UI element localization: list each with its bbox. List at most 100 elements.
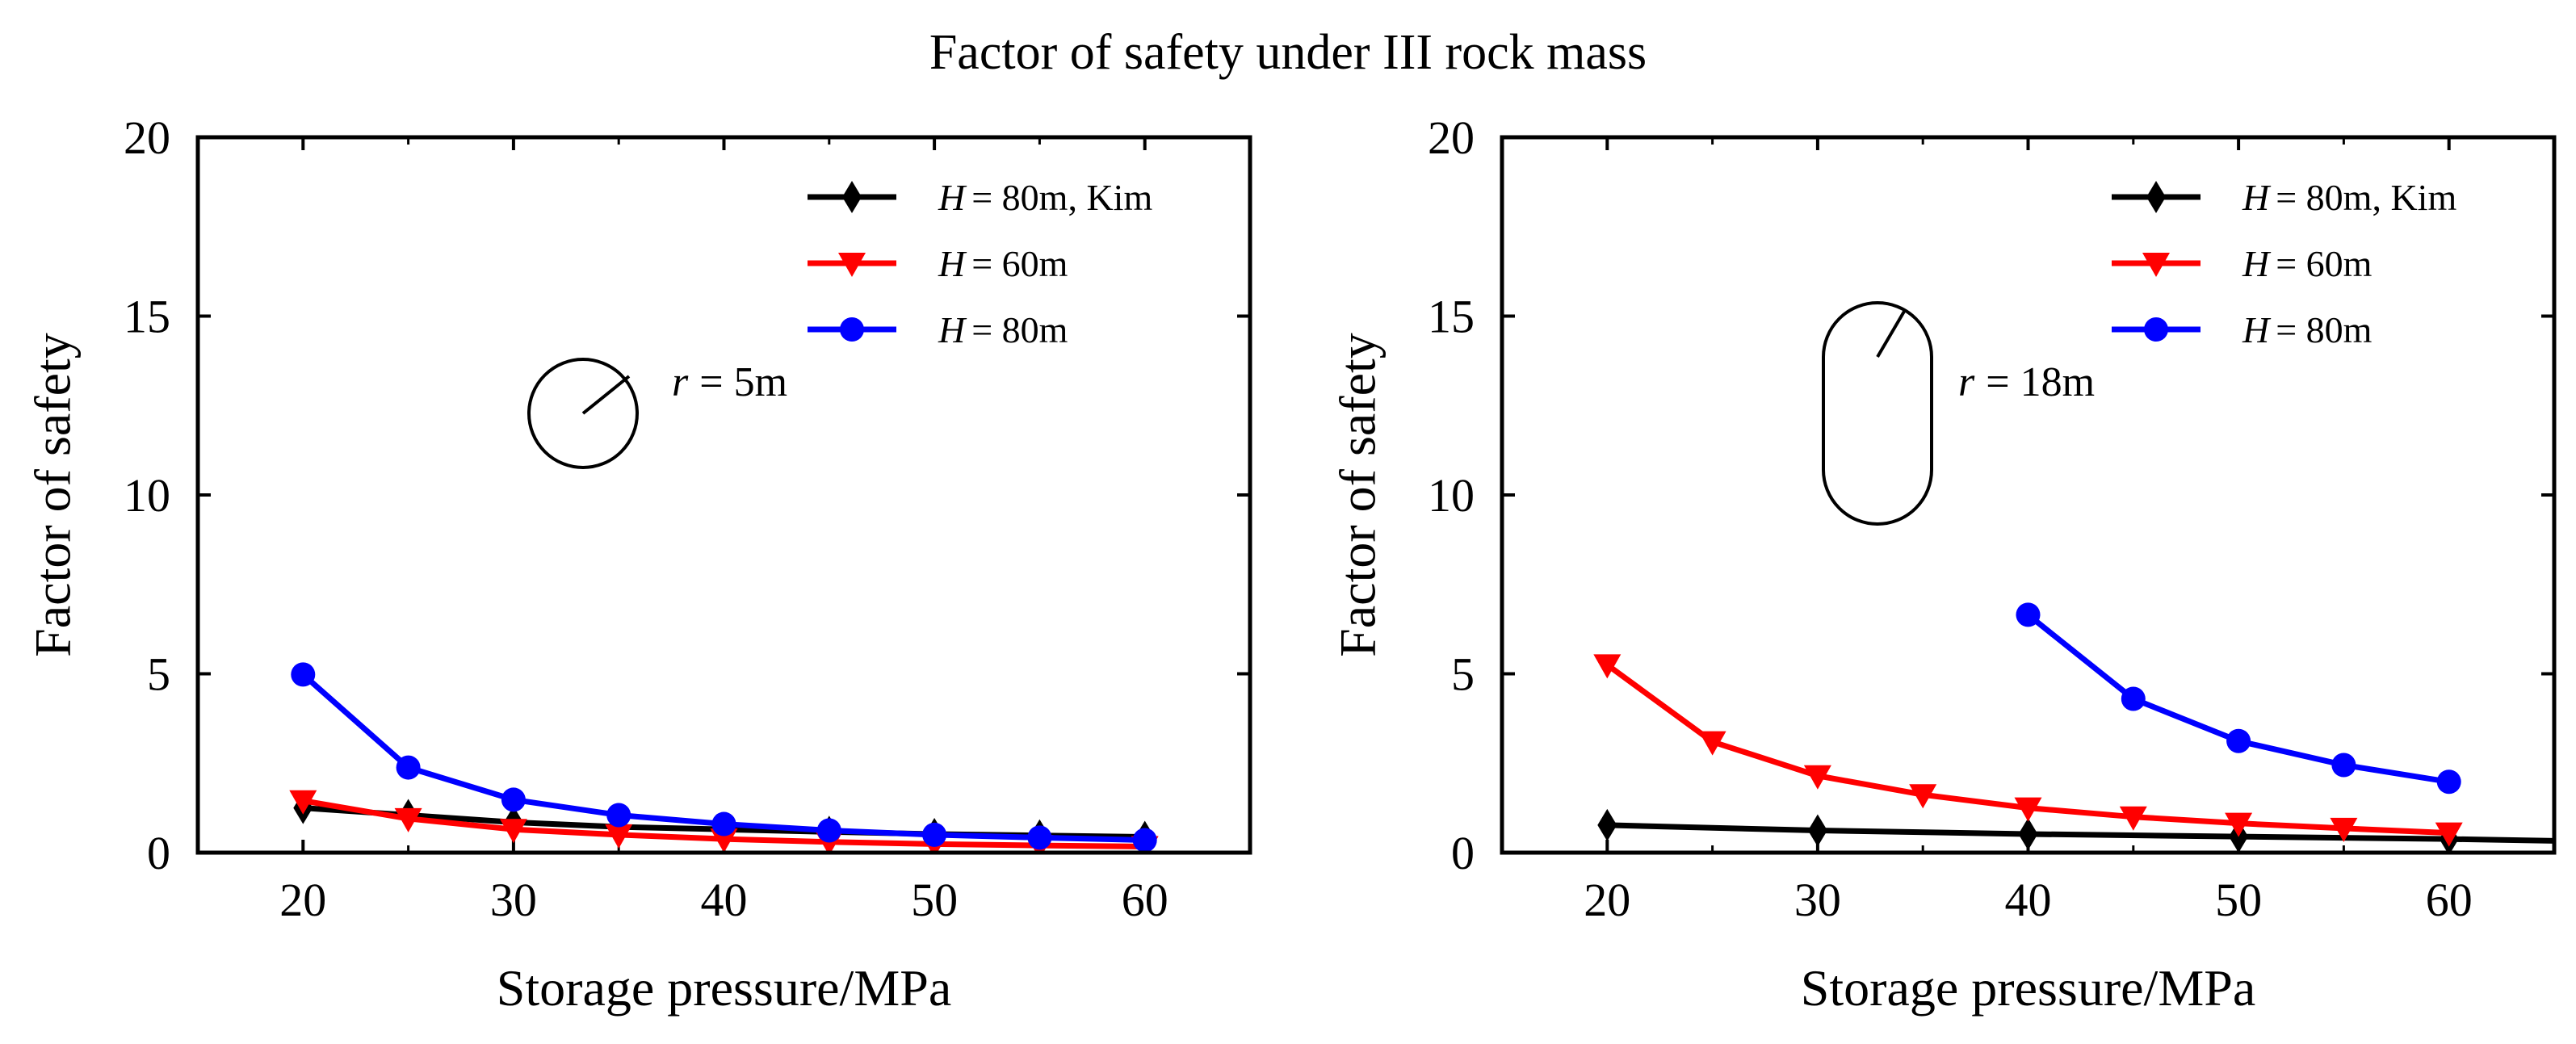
legend-symbol: H — [2242, 177, 2272, 218]
x-axis-label: Storage pressure/MPa — [497, 959, 951, 1017]
x-tick-label: 50 — [911, 874, 958, 926]
legend-marker — [2142, 253, 2170, 277]
legend-symbol: H — [938, 177, 967, 218]
plot-frame — [1500, 135, 2557, 855]
data-point — [711, 811, 736, 836]
y-axis-label: Factor of safety — [24, 333, 82, 657]
x-tick-label: 50 — [2215, 874, 2262, 926]
legend-marker — [840, 317, 864, 342]
data-point — [605, 824, 633, 849]
x-tick-label: 60 — [2426, 874, 2473, 926]
y-tick-label: 20 — [1428, 111, 1475, 164]
plot-area — [289, 662, 1159, 853]
legend-marker — [842, 181, 862, 213]
annotation-label: r = 18m — [1958, 359, 2095, 405]
legend-label-text: = 80m — [971, 309, 1068, 350]
x-tick-label: 40 — [2005, 874, 2052, 926]
data-point — [2018, 817, 2038, 850]
legend-marker — [2146, 181, 2166, 213]
legend-entry: H = 80m, Kim — [2242, 177, 2456, 218]
data-point — [816, 818, 841, 843]
legend-label-text: = 80m, Kim — [2276, 177, 2456, 218]
legend-label-text: = 80m — [2276, 309, 2372, 350]
legend-symbol: H — [938, 243, 967, 284]
data-point — [1909, 784, 1937, 809]
data-point — [396, 755, 421, 780]
legend-entry: H = 60m — [2242, 243, 2373, 284]
data-point — [289, 790, 317, 815]
x-axis-label: Storage pressure/MPa — [1801, 959, 2255, 1017]
data-point — [1597, 808, 1617, 841]
data-point — [1027, 825, 1052, 850]
legend-symbol: H — [938, 309, 967, 350]
annotation-symbol: r — [672, 359, 689, 405]
x-tick-label: 60 — [1122, 874, 1168, 926]
figure-title: Factor of safety under III rock mass — [929, 25, 1647, 80]
legend-label-text: = 60m — [2276, 243, 2372, 284]
data-point — [1132, 828, 1157, 853]
data-point — [2014, 797, 2042, 822]
data-point — [1593, 654, 1622, 679]
data-point — [2226, 728, 2251, 753]
radius-line — [1876, 308, 1907, 358]
legend-label-text: = 60m — [971, 243, 1068, 284]
chart-panel-2: 20 30 40 50 60 0 5 10 15 20 Storage pressure/MPa Fa… — [1329, 111, 2557, 1017]
legend-label-text: = 80m, Kim — [971, 177, 1152, 218]
y-tick-label: 5 — [1451, 648, 1475, 701]
series-line-3 — [2026, 612, 2450, 785]
data-point — [501, 787, 526, 812]
data-point — [2435, 822, 2463, 847]
legend-marker — [838, 253, 866, 277]
data-point — [2330, 817, 2358, 842]
data-point — [2121, 686, 2146, 711]
data-point — [1698, 731, 1726, 756]
y-tick-label: 10 — [124, 469, 170, 522]
plot-frame — [195, 135, 1252, 855]
data-point — [1807, 814, 1827, 847]
y-tick-label: 5 — [147, 648, 170, 701]
legend-marker — [2144, 317, 2168, 342]
data-point — [922, 822, 947, 847]
x-tick-label: 40 — [701, 874, 748, 926]
series-line-1 — [1607, 822, 2554, 844]
legend-symbol: H — [2242, 243, 2272, 284]
data-point — [2436, 769, 2461, 795]
data-point — [606, 803, 631, 828]
annotation-label: r = 5m — [672, 359, 787, 405]
data-point — [2225, 812, 2253, 837]
data-point — [1803, 765, 1831, 790]
data-point — [2331, 753, 2356, 778]
legend-symbol: H — [2242, 309, 2272, 350]
x-tick-label: 30 — [1794, 874, 1841, 926]
legend-entry: H = 80m, Kim — [938, 177, 1152, 218]
y-tick-label: 20 — [124, 111, 170, 164]
annotation: r = 18m — [1822, 301, 2095, 526]
plot-area — [1593, 602, 2554, 853]
chart-panel-1: 20 30 40 50 60 0 5 10 15 20 Storage pressure/MPa Fa… — [24, 111, 1252, 1017]
data-point — [499, 819, 527, 844]
y-tick-label: 10 — [1428, 469, 1475, 522]
x-tick-label: 30 — [490, 874, 537, 926]
annotation: r = 5m — [527, 358, 787, 469]
y-tick-label: 0 — [1451, 827, 1475, 879]
capsule-section — [1822, 301, 1933, 526]
data-point — [2119, 806, 2147, 831]
data-point — [394, 807, 422, 832]
legend-entry: H = 80m — [2242, 309, 2373, 350]
radius-line — [581, 375, 631, 415]
annotation-text: = 5m — [699, 359, 787, 405]
x-tick-label: 20 — [279, 874, 326, 926]
x-tick-label: 20 — [1584, 874, 1630, 926]
annotation-symbol: r — [1958, 359, 1975, 405]
data-point — [710, 828, 738, 853]
legend-entry: H = 60m — [938, 243, 1068, 284]
y-tick-label: 15 — [1428, 291, 1475, 343]
annotation-text: = 18m — [1986, 359, 2095, 405]
data-point — [291, 662, 316, 687]
data-point — [2016, 602, 2041, 627]
y-axis-label: Factor of safety — [1329, 333, 1387, 657]
y-tick-label: 15 — [124, 291, 170, 343]
